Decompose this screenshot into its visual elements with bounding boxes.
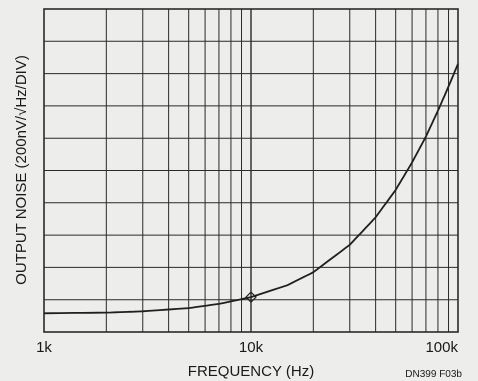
figure-id-label: DN399 F03b [405, 369, 462, 380]
x-tick-label-1k: 1k [36, 339, 52, 356]
x-axis-label: FREQUENCY (Hz) [188, 363, 314, 380]
x-tick-label-100k: 100k [425, 339, 458, 356]
y-axis-label: OUTPUT NOISE (200nV/√Hz/DIV) [13, 55, 30, 285]
x-tick-label-10k: 10k [239, 339, 264, 356]
plot-grid [44, 9, 458, 332]
noise-curve-line [43, 63, 459, 315]
plot-frame [43, 8, 459, 333]
marker-diamond-point [245, 291, 257, 303]
